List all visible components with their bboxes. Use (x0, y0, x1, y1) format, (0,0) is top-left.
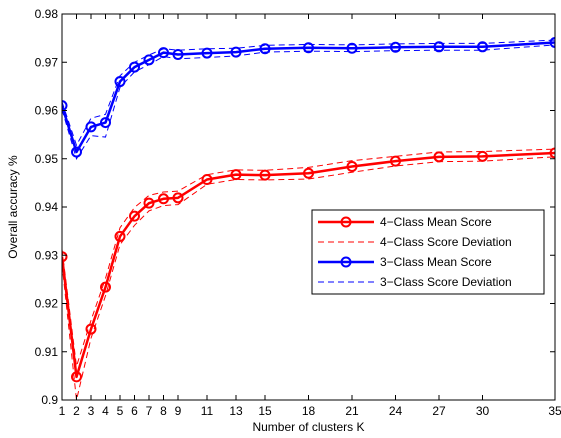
series-2-point (549, 36, 555, 48)
series-1 (62, 148, 555, 400)
series-3-upper-line (62, 39, 555, 147)
series-0 (62, 147, 555, 383)
series-2-point (433, 41, 445, 53)
x-tick-label: 1 (59, 404, 66, 418)
x-tick-label: 30 (476, 404, 490, 418)
y-tick-label: 0.91 (35, 345, 59, 359)
series-2-point (62, 100, 68, 112)
series-0-point (100, 281, 111, 293)
series-0-point (85, 323, 97, 335)
x-tick-label: 24 (389, 404, 403, 418)
x-tick-label: 5 (117, 404, 124, 418)
x-tick-label: 11 (201, 404, 214, 418)
y-tick-label: 0.97 (35, 55, 59, 69)
legend-swatch-marker (340, 216, 352, 228)
series-2-point (303, 42, 314, 54)
series-2-point (158, 47, 169, 59)
series-0-point (201, 173, 213, 185)
series-0-point (62, 251, 68, 263)
x-tick-label: 9 (175, 404, 182, 418)
series-0-point (114, 230, 126, 242)
series-0-point (303, 167, 314, 179)
legend-item: 4−Class Mean Score (318, 215, 492, 229)
y-tick-label: 0.98 (35, 7, 59, 21)
series-0-point (143, 197, 155, 209)
series-2-point (85, 121, 97, 133)
x-tick-label: 21 (345, 404, 359, 418)
y-axis-title: Overall accuracy % (6, 155, 20, 259)
series-3-lower-line (62, 44, 555, 160)
series-2-point (71, 146, 82, 158)
y-tick-label: 0.94 (35, 200, 59, 214)
x-axis-title: Number of clusters K (252, 420, 364, 434)
series-0-point (549, 147, 555, 159)
x-tick-label: 3 (88, 404, 95, 418)
x-tick-label: 7 (146, 404, 153, 418)
y-tick-label: 0.96 (35, 104, 59, 118)
series-0-point (158, 193, 169, 205)
series-0-point (390, 155, 401, 167)
x-tick-label: 8 (160, 404, 167, 418)
series-2-point (230, 46, 242, 58)
legend-label: 3−Class Mean Score (380, 255, 492, 269)
series-2-point (259, 43, 271, 55)
series-layer (62, 36, 555, 400)
series-0-point (346, 160, 358, 172)
axis-layer: 1 2 3 4 5 6 7 8 9 11 13 15 18 21 24 27 30 35 0.9 0.91 0.92 0.… (35, 7, 561, 418)
series-0-line (62, 151, 555, 379)
series-0-point (230, 169, 242, 181)
x-tick-label: 27 (432, 404, 446, 418)
y-tick-label: 0.92 (35, 297, 59, 311)
legend-label: 4−Class Mean Score (380, 215, 492, 229)
y-tick-label: 0.93 (35, 248, 59, 262)
series-2 (62, 36, 555, 158)
y-tick-label: 0.95 (35, 152, 59, 166)
x-tick-label: 6 (131, 404, 138, 418)
x-tick-label: 18 (302, 404, 316, 418)
series-1-lower-line (62, 156, 555, 400)
series-2-point (346, 42, 358, 54)
series-0-point (259, 169, 271, 181)
legend-label: 4−Class Score Deviation (380, 235, 512, 249)
y-tick-label: 0.9 (41, 393, 58, 407)
series-0-point (129, 210, 140, 222)
x-tick-label: 35 (548, 404, 561, 418)
legend-item: 3−Class Score Deviation (318, 275, 512, 289)
series-1-upper-line (62, 148, 555, 367)
legend-label: 3−Class Score Deviation (380, 275, 512, 289)
series-0-point (71, 371, 82, 383)
legend: 4−Class Mean Score 4−Class Score Deviatio… (311, 209, 545, 295)
x-tick-label: 15 (258, 404, 272, 418)
x-tick-label: 2 (73, 404, 80, 418)
legend-item: 3−Class Mean Score (318, 255, 492, 269)
series-2-point (100, 117, 111, 129)
series-0-point (172, 192, 184, 204)
series-2-point (477, 41, 488, 53)
x-tick-label: 4 (102, 404, 109, 418)
x-tick-label: 13 (229, 404, 243, 418)
legend-item: 4−Class Score Deviation (318, 235, 512, 249)
series-3 (62, 39, 555, 160)
series-2-point (390, 41, 401, 53)
legend-swatch-marker (340, 256, 352, 268)
series-2-line (62, 41, 555, 154)
